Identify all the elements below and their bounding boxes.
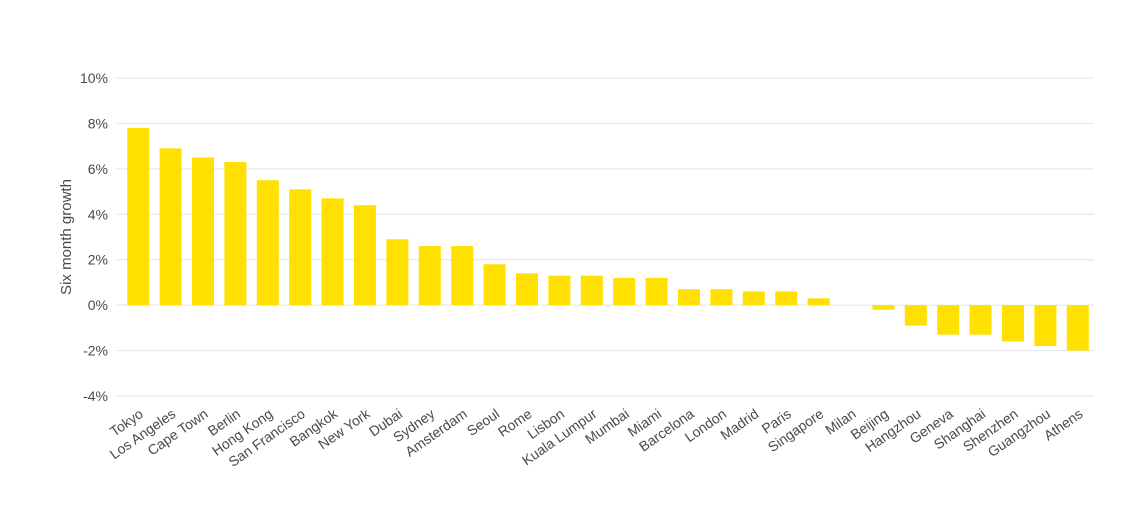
x-tick-label: Madrid bbox=[717, 405, 761, 443]
bar-athens bbox=[1066, 305, 1089, 351]
y-tick-label: 0% bbox=[88, 297, 108, 313]
gridlines bbox=[116, 77, 1094, 397]
bar-cape-town bbox=[191, 157, 215, 306]
bar-miami bbox=[645, 277, 668, 306]
y-tick-label: 8% bbox=[88, 115, 108, 131]
bar-shanghai bbox=[969, 305, 992, 335]
bar-shenzhen bbox=[1001, 305, 1025, 342]
y-tick-label: -2% bbox=[83, 343, 108, 359]
y-tick-label: 6% bbox=[88, 161, 108, 177]
y-axis-ticks: -4% -2% 0% 2% 4% 6% 8% 10% bbox=[80, 70, 108, 404]
bar-san-francisco bbox=[289, 189, 312, 306]
bar-guangzhou bbox=[1034, 305, 1057, 347]
bar-beijing bbox=[872, 305, 895, 310]
bar-bangkok bbox=[321, 198, 344, 306]
bar-tokyo bbox=[127, 127, 150, 306]
y-tick-label: 4% bbox=[88, 206, 108, 222]
bar-london bbox=[710, 289, 733, 306]
bar-berlin bbox=[224, 162, 247, 306]
y-tick-label: 10% bbox=[80, 70, 108, 86]
bar-new-york bbox=[353, 205, 377, 306]
bar-sydney bbox=[418, 246, 441, 306]
bar-lisbon bbox=[548, 275, 571, 306]
y-axis-title: Six month growth bbox=[58, 179, 75, 295]
x-tick-label: Seoul bbox=[464, 405, 503, 439]
y-tick-label: -4% bbox=[83, 388, 108, 404]
bar-singapore bbox=[807, 298, 830, 306]
bar-hong-kong bbox=[256, 180, 279, 306]
bar-amsterdam bbox=[451, 246, 474, 306]
bar-kuala-lumpur bbox=[580, 275, 603, 306]
bar-mumbai bbox=[613, 277, 636, 306]
bar-geneva bbox=[937, 305, 960, 335]
bar-rome bbox=[515, 273, 539, 306]
bar-los-angeles bbox=[159, 148, 182, 306]
bar-barcelona bbox=[677, 289, 701, 306]
bar-paris bbox=[775, 291, 798, 306]
bar-dubai bbox=[386, 239, 409, 306]
bars bbox=[127, 127, 1089, 351]
bar-seoul bbox=[483, 264, 506, 306]
bar-hangzhou bbox=[904, 305, 927, 326]
bar-madrid bbox=[742, 291, 765, 306]
y-tick-label: 2% bbox=[88, 252, 108, 268]
